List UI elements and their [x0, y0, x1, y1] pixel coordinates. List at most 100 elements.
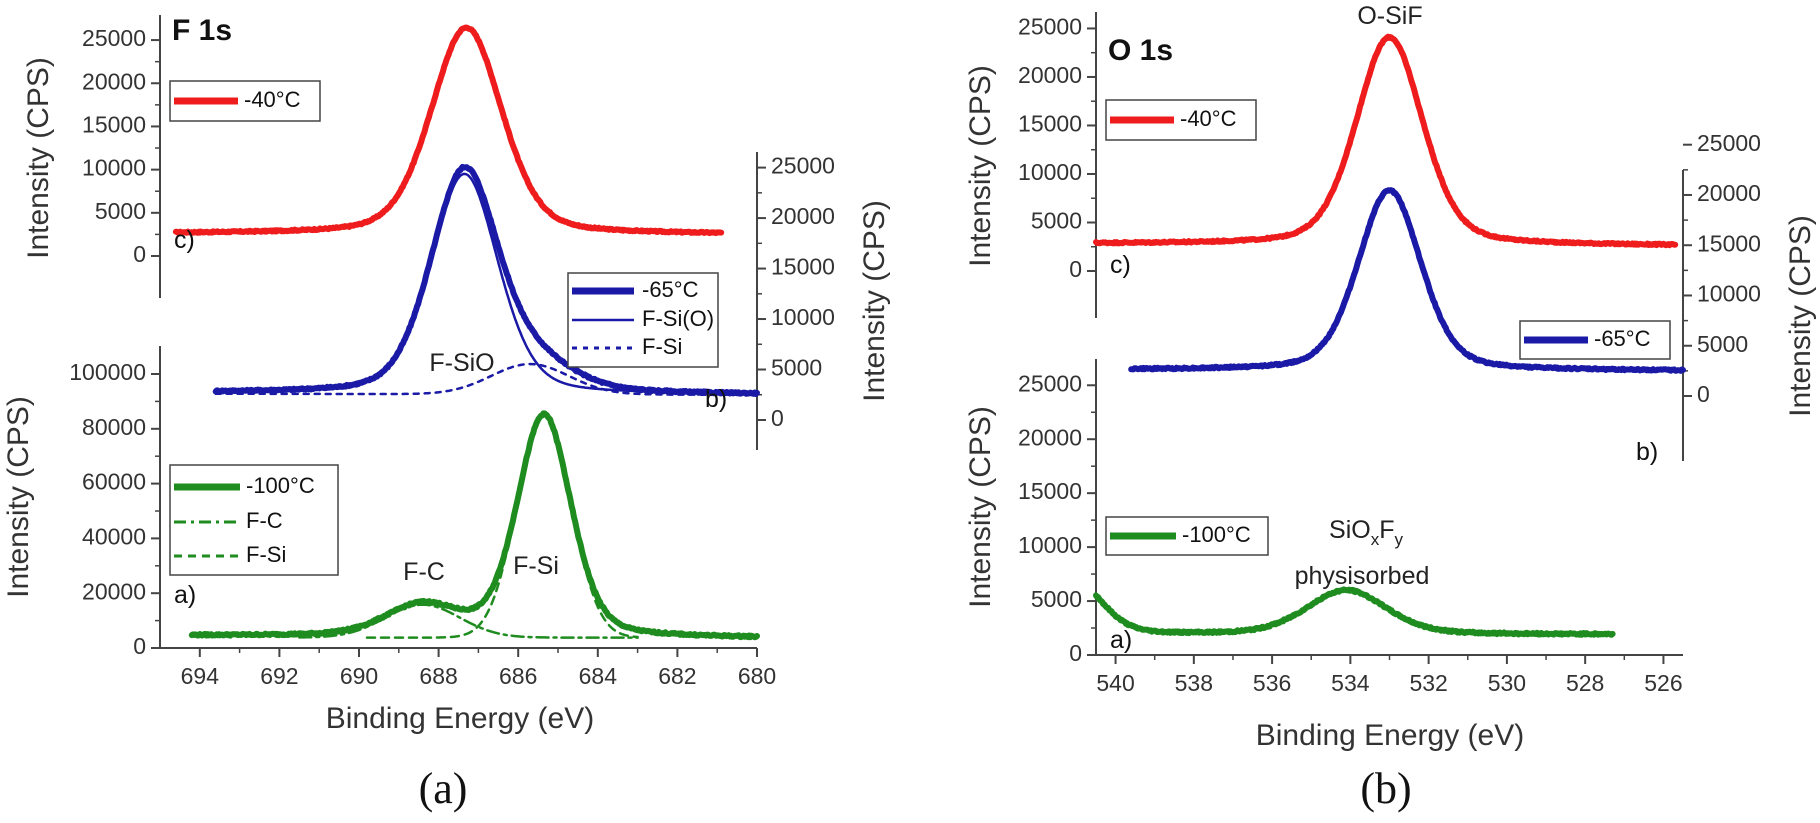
- b-xtick-label-5: 530: [1488, 670, 1526, 696]
- a-s1-ytick-label-2: 10000: [771, 304, 835, 330]
- a-xaxis-title: Binding Energy (eV): [326, 702, 594, 735]
- b-xtick-label-3: 534: [1331, 670, 1370, 696]
- a-s1-ytick-label-0: 0: [771, 405, 784, 431]
- b-xtick-label-7: 526: [1644, 670, 1682, 696]
- a-c-legend-label-0: -40°C: [244, 87, 301, 112]
- b-annot-physisorbed: physisorbed: [1295, 562, 1430, 590]
- a-label-a: a): [174, 581, 196, 609]
- b-xtick-label-4: 532: [1409, 670, 1447, 696]
- panel-a: 0 5000 10000 15000 20000 25000 0 20000 40000 600…: [2, 14, 891, 813]
- b-curves: [1093, 33, 1686, 638]
- a-s0-ytick-label-1: 5000: [95, 198, 146, 224]
- a-s2-ytick-label-4: 80000: [82, 414, 146, 440]
- b-s1-ytick-label-0: 0: [1697, 381, 1710, 407]
- b-annot-sioxfy: SiOxFy: [1329, 516, 1403, 549]
- a-c-yaxis-title: Intensity (CPS): [22, 57, 55, 259]
- a-xtick-label-0: 694: [181, 663, 220, 689]
- b-s0-ytick-label-3: 15000: [1018, 111, 1082, 137]
- b-a-yaxis-title: Intensity (CPS): [964, 406, 997, 608]
- a-s2-ytick-label-3: 60000: [82, 469, 146, 495]
- a-s2-ytick-label-5: 100000: [69, 359, 146, 385]
- a-annot-f-si: F-Si: [513, 552, 559, 580]
- a-s0-ytick-label-0: 0: [133, 241, 146, 267]
- a-xaxis-ticks: 694 692 690 688 686 684 682 680: [181, 648, 776, 689]
- a-s1-ytick-label-3: 15000: [771, 254, 835, 280]
- b-series-65-c-1-0: [1128, 187, 1686, 374]
- a-s2-ytick-label-2: 40000: [82, 523, 146, 549]
- b-xtick-label-2: 536: [1253, 670, 1291, 696]
- b-s0-ytick-label-2: 10000: [1018, 159, 1082, 185]
- b-s2-ytick-label-2: 10000: [1018, 532, 1082, 558]
- a-b-legend: -65°C F-Si(O) F-Si: [567, 272, 719, 368]
- a-b-yaxis-title: Intensity (CPS): [858, 200, 891, 402]
- a-xtick-label-4: 686: [499, 663, 537, 689]
- b-xtick-label-6: 528: [1566, 670, 1604, 696]
- b-s0-ytick-label-0: 0: [1069, 256, 1082, 282]
- b-panel-title: O 1s: [1108, 34, 1173, 67]
- b-label-b: b): [1636, 438, 1658, 466]
- b-c-legend: -40°C: [1105, 99, 1257, 141]
- a-a-yaxis-title: Intensity (CPS): [2, 396, 35, 598]
- b-s1-ytick-label-5: 25000: [1697, 130, 1761, 156]
- a-s0-ytick-label-2: 10000: [82, 155, 146, 181]
- a-a-legend: -100°C F-C F-Si: [169, 464, 339, 576]
- a-s0-ytick-label-3: 15000: [82, 112, 146, 138]
- b-series-100-c-2-0: [1093, 586, 1616, 638]
- a-xtick-label-7: 680: [738, 663, 776, 689]
- b-s0-ytick-label-4: 20000: [1018, 62, 1082, 88]
- panel-b: 0 5000 10000 15000 20000 25000 0 5000 10000 1500…: [964, 2, 1817, 813]
- a-s2-ytick-label-0: 0: [133, 633, 146, 659]
- a-s2-ytick-label-1: 20000: [82, 578, 146, 604]
- b-xtick-label-1: 538: [1175, 670, 1213, 696]
- a-panel-caption: (a): [419, 764, 468, 813]
- a-label-b: b): [705, 385, 727, 413]
- a-a-legend-label-2: F-Si: [246, 542, 286, 567]
- a-c-yaxis-ticks: 0 5000 10000 15000 20000 25000: [82, 25, 160, 267]
- b-annot-o-sif: O-SiF: [1357, 2, 1422, 30]
- a-curves: [172, 24, 760, 641]
- b-b-legend-label-0: -65°C: [1594, 326, 1651, 351]
- a-b-legend-label-1: F-Si(O): [642, 306, 714, 331]
- b-s0-ytick-label-1: 5000: [1031, 208, 1082, 234]
- a-s1-ytick-label-4: 20000: [771, 203, 835, 229]
- b-s1-ytick-label-2: 10000: [1697, 281, 1761, 307]
- b-s0-ytick-label-5: 25000: [1018, 14, 1082, 40]
- a-annot-f-c: F-C: [403, 558, 445, 586]
- a-series-f-si-1-2: [214, 362, 759, 397]
- b-s2-ytick-label-5: 25000: [1018, 370, 1082, 396]
- b-c-yaxis-ticks: 0 5000 10000 15000 20000 25000: [1018, 14, 1096, 282]
- b-xaxis-ticks: 540 538 536 534 532 530 528 526: [1096, 655, 1683, 696]
- b-s1-ytick-label-1: 5000: [1697, 331, 1748, 357]
- a-series-f-si-2-2: [365, 414, 639, 639]
- a-xtick-label-1: 692: [260, 663, 298, 689]
- b-a-legend-label-0: -100°C: [1182, 522, 1251, 547]
- a-b-legend-label-0: -65°C: [642, 277, 699, 302]
- a-series-100-c-2-0: [188, 410, 760, 641]
- a-label-c: c): [174, 226, 195, 254]
- a-s1-ytick-label-1: 5000: [771, 355, 822, 381]
- a-b-yaxis-ticks: 0 5000 10000 15000 20000 25000: [757, 153, 835, 431]
- b-a-legend: -100°C: [1105, 516, 1269, 556]
- b-c-legend-label-0: -40°C: [1180, 106, 1237, 131]
- a-a-legend-label-1: F-C: [246, 508, 283, 533]
- a-c-legend: -40°C: [169, 80, 321, 122]
- a-annot-f-sio: F-SiO: [429, 349, 494, 377]
- a-a-yaxis-ticks: 0 20000 40000 60000 80000 100000: [69, 359, 160, 659]
- b-xtick-label-0: 540: [1096, 670, 1134, 696]
- a-xtick-label-6: 682: [658, 663, 696, 689]
- b-series-40-c-0-0: [1093, 33, 1679, 249]
- a-series-f-si-o-1-1: [345, 172, 759, 395]
- a-a-legend-label-0: -100°C: [246, 473, 315, 498]
- b-s2-ytick-label-4: 20000: [1018, 424, 1082, 450]
- b-b-yaxis-title: Intensity (CPS): [1784, 215, 1817, 417]
- a-xtick-label-2: 690: [340, 663, 378, 689]
- b-s1-ytick-label-3: 15000: [1697, 230, 1761, 256]
- b-b-legend: -65°C: [1519, 320, 1671, 360]
- a-s1-ytick-label-5: 25000: [771, 153, 835, 179]
- b-s2-ytick-label-3: 15000: [1018, 478, 1082, 504]
- b-label-a: a): [1110, 626, 1132, 654]
- b-s2-ytick-label-1: 5000: [1031, 586, 1082, 612]
- b-s2-ytick-label-0: 0: [1069, 640, 1082, 666]
- a-b-legend-label-2: F-Si: [642, 334, 682, 359]
- a-s0-ytick-label-5: 25000: [82, 25, 146, 51]
